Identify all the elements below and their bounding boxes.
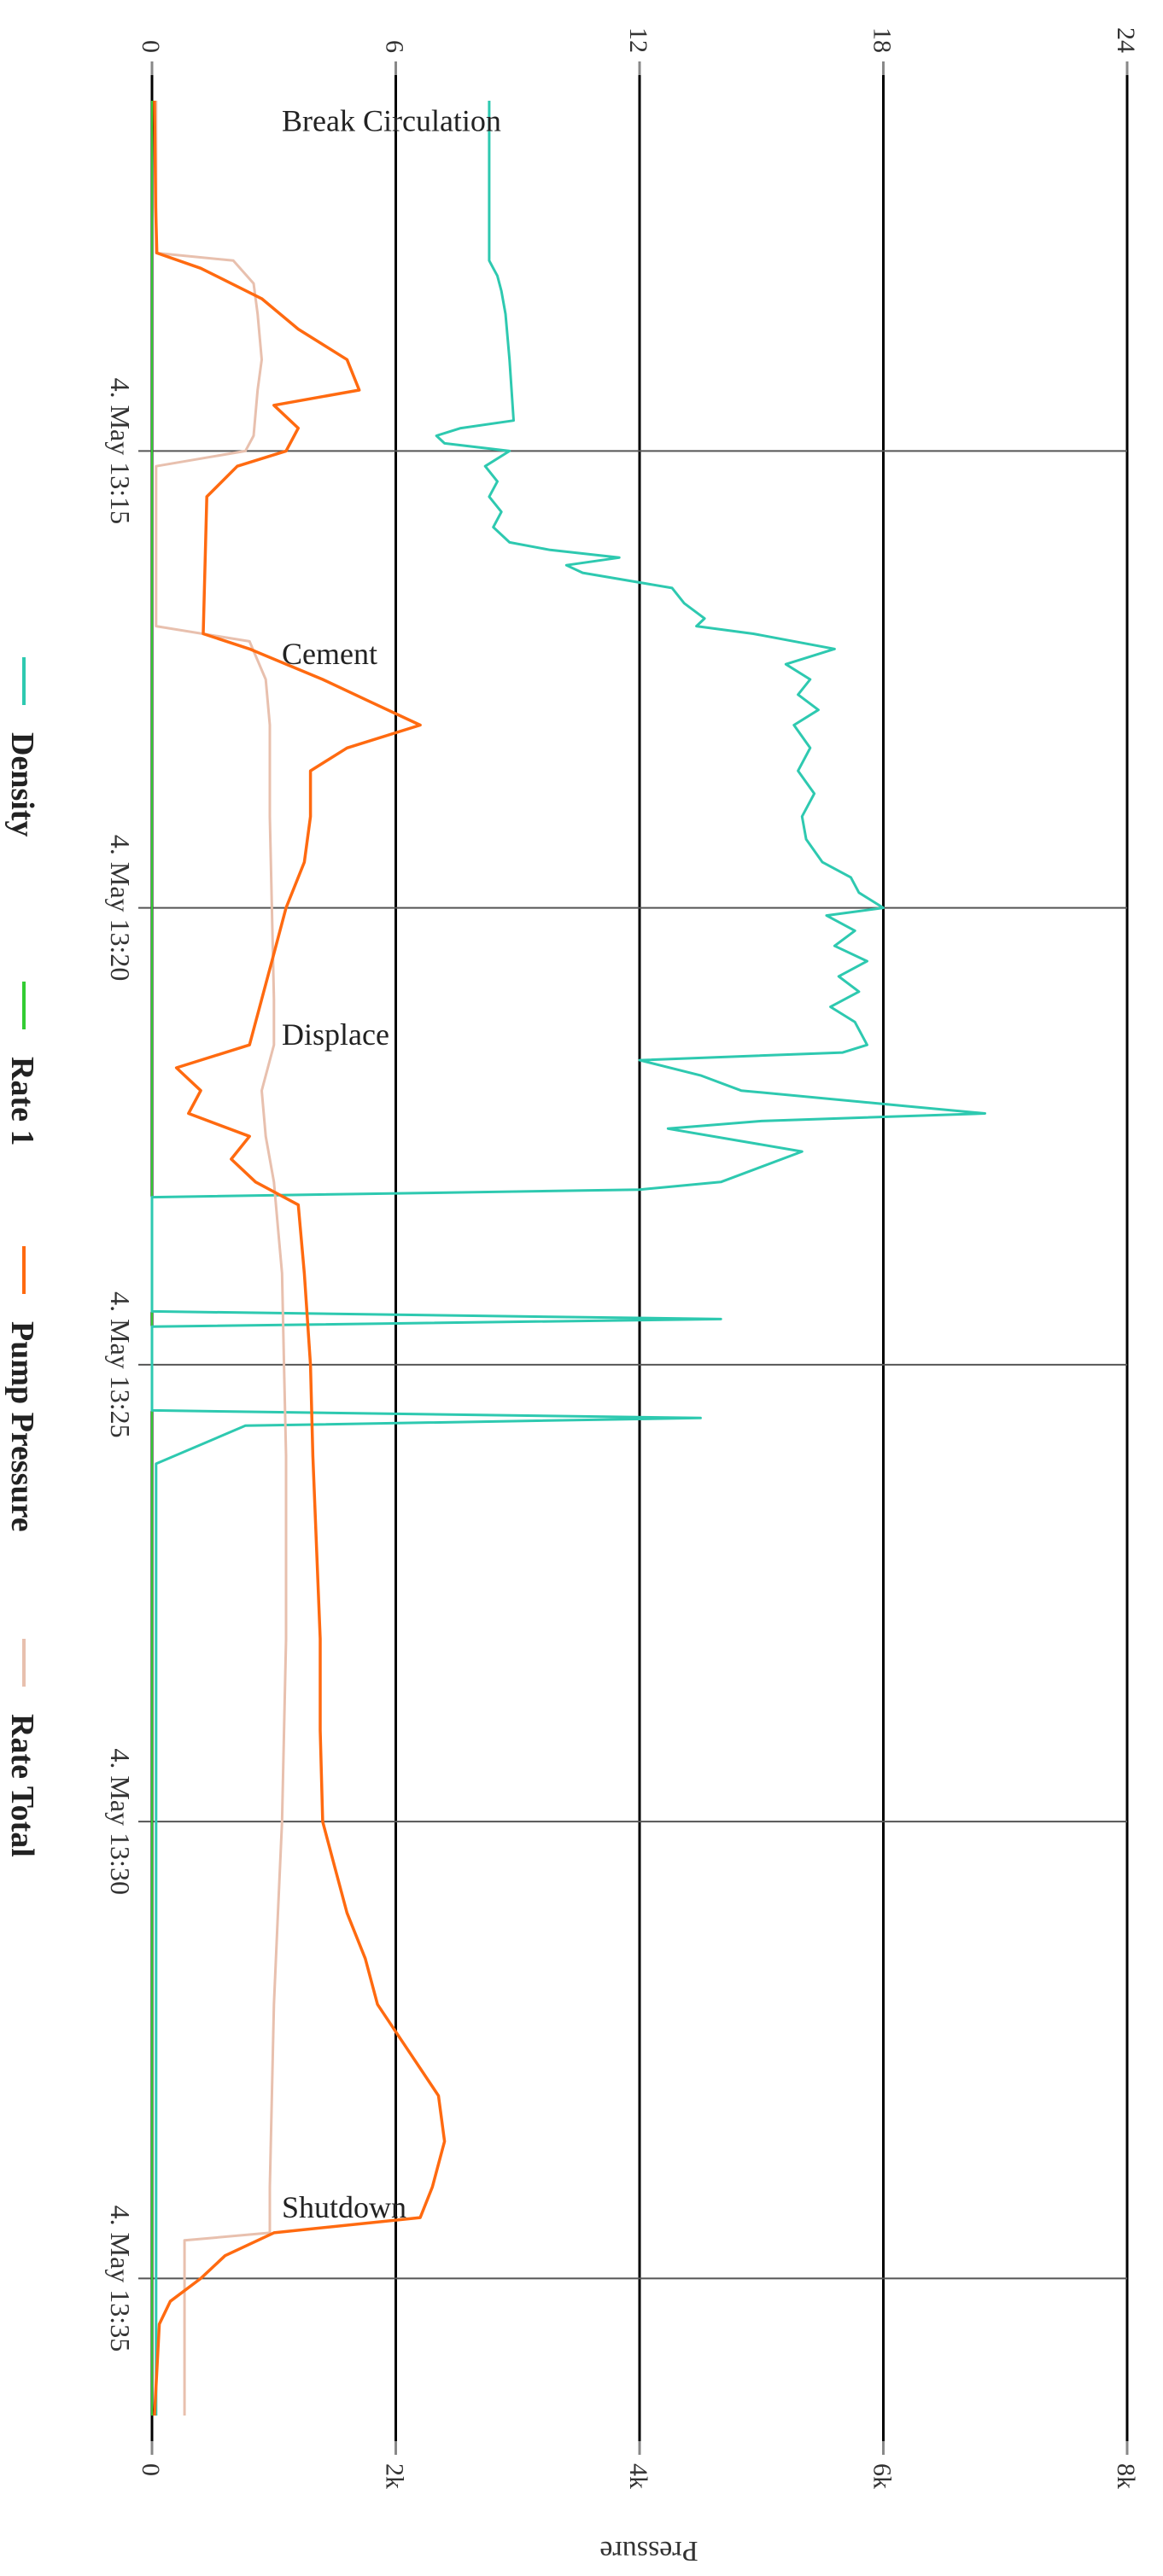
legend-label: Rate 1 — [4, 1057, 40, 1145]
annotation-label: Shutdown — [282, 2190, 406, 2224]
time-tick-label: 4. May 13:35 — [105, 2206, 136, 2352]
pressure-tick-label: 0 — [137, 2463, 165, 2476]
axis-ticks: 0 2k 4k 6k 8k 0 6 12 18 24 4. May 13:15 4. May 13:2… — [105, 27, 1140, 2489]
legend-item-density[interactable]: Density — [4, 657, 40, 836]
series-line-density — [150, 101, 986, 2416]
legend-label: Rate Total — [4, 1714, 40, 1857]
legend-item-rate-1[interactable]: Rate 1 — [4, 982, 40, 1145]
secondary-tick-label: 6 — [381, 40, 409, 53]
secondary-tick-label: 12 — [624, 27, 652, 53]
annotation-label: Break Circulation — [282, 104, 501, 138]
pressure-tick-label: 6k — [868, 2463, 897, 2489]
legend[interactable]: Density Rate 1 Pump Pressure Rate Total — [4, 657, 40, 1857]
pressure-tick-label: 4k — [624, 2463, 652, 2489]
grid — [138, 61, 1129, 2455]
time-tick-label: 4. May 13:25 — [105, 1291, 136, 1438]
time-tick-label: 4. May 13:15 — [105, 378, 136, 525]
legend-label: Density — [4, 732, 40, 836]
pressure-tick-label: 8k — [1112, 2463, 1140, 2489]
annotations: Break Circulation Cement Displace Shutdown — [282, 104, 501, 2224]
legend-item-pump-pressure[interactable]: Pump Pressure — [4, 1246, 40, 1532]
legend-item-rate-total[interactable]: Rate Total — [4, 1639, 40, 1857]
annotation-label: Displace — [282, 1017, 389, 1052]
series-line-pump-pressure — [153, 100, 447, 2416]
secondary-tick-label: 18 — [868, 27, 897, 53]
legend-label: Pump Pressure — [4, 1321, 40, 1532]
series-lines — [150, 100, 986, 2416]
secondary-tick-label: 24 — [1112, 27, 1140, 53]
annotation-label: Cement — [282, 637, 377, 671]
secondary-tick-label: 0 — [137, 40, 165, 53]
pressure-axis-title: Pressure — [599, 2535, 698, 2567]
time-tick-label: 4. May 13:30 — [105, 1748, 136, 1895]
time-tick-label: 4. May 13:20 — [105, 835, 136, 982]
series-line-rate-total — [155, 101, 288, 2416]
pressure-tick-label: 2k — [381, 2463, 409, 2489]
